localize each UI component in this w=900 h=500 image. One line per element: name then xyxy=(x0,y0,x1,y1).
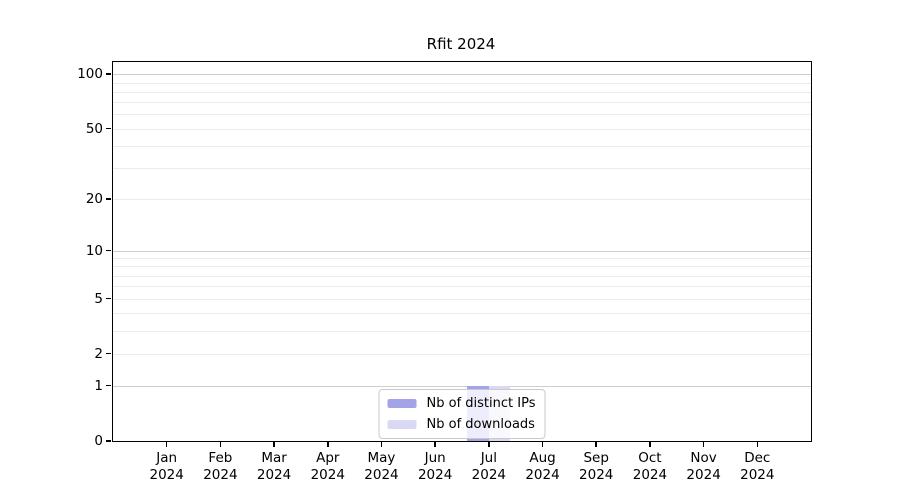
x-tick-label: Feb 2024 xyxy=(184,450,256,484)
x-tick-label-year: 2024 xyxy=(740,467,775,483)
y-tick-mark xyxy=(106,384,111,387)
x-tick-label-year: 2024 xyxy=(256,467,292,483)
x-tick-mark xyxy=(488,442,490,447)
y-gridline-major xyxy=(113,385,811,387)
y-gridline-minor xyxy=(113,102,811,104)
legend-label: Nb of distinct IPs xyxy=(426,396,536,411)
x-tick-label: Jan 2024 xyxy=(131,450,203,484)
x-tick-mark xyxy=(165,442,168,447)
y-gridline-minor xyxy=(113,330,811,332)
x-tick-label-month: Jul xyxy=(480,450,497,466)
legend-label: Nb of downloads xyxy=(426,417,535,432)
x-tick-label: Mar 2024 xyxy=(238,450,310,484)
x-tick-label-year: 2024 xyxy=(632,467,668,483)
y-gridline-minor xyxy=(113,168,811,170)
x-tick-label-month: Aug xyxy=(529,450,556,466)
y-tick-mark xyxy=(106,198,111,200)
x-tick-label-month: Dec xyxy=(744,450,771,466)
x-tick-label: Jul 2024 xyxy=(453,450,525,484)
x-tick-mark xyxy=(380,442,383,447)
y-gridline-major xyxy=(113,250,811,252)
y-gridline-minor xyxy=(113,286,811,288)
x-tick-label-month: Apr xyxy=(316,450,340,466)
y-tick-mark xyxy=(106,352,111,355)
x-tick-label: Aug 2024 xyxy=(507,450,579,484)
x-tick-label-year: 2024 xyxy=(525,467,560,483)
y-gridline-minor xyxy=(113,145,811,147)
y-tick-mark xyxy=(106,73,111,75)
y-gridline-minor xyxy=(113,353,811,355)
x-tick-label-month: May xyxy=(367,450,396,466)
y-gridline-minor xyxy=(113,275,811,277)
x-tick-label-year: 2024 xyxy=(579,467,614,483)
x-tick-mark xyxy=(756,442,759,447)
x-tick-label: May 2024 xyxy=(345,450,417,484)
y-tick-mark xyxy=(106,297,111,300)
x-tick-mark xyxy=(434,442,436,447)
x-tick-label-month: Jun xyxy=(424,450,446,466)
y-tick-label: 2 xyxy=(94,345,103,362)
legend-swatch xyxy=(387,399,417,408)
x-tick-mark xyxy=(595,442,597,447)
x-tick-label: Apr 2024 xyxy=(292,450,364,484)
x-tick-label-year: 2024 xyxy=(203,467,238,483)
y-gridline-minor xyxy=(113,266,811,268)
x-tick-mark xyxy=(649,442,651,447)
x-tick-label-year: 2024 xyxy=(471,467,507,483)
y-gridline-major xyxy=(113,74,811,76)
y-gridline-minor xyxy=(113,128,811,130)
x-tick-label-year: 2024 xyxy=(686,467,721,483)
y-gridline-minor xyxy=(113,114,811,116)
y-tick-label: 50 xyxy=(85,120,103,137)
y-gridline-minor xyxy=(113,258,811,260)
y-gridline-minor xyxy=(113,313,811,315)
plot-area: 100 50 20 10 5 2 1 0 Jan 2024 Feb 2024 Mar 2024 Apr 202… xyxy=(77,61,812,483)
y-tick-mark xyxy=(106,440,111,442)
x-tick-label-year: 2024 xyxy=(149,467,184,483)
legend-item: Nb of downloads xyxy=(387,417,536,432)
y-tick-label: 1 xyxy=(94,377,103,394)
y-tick-label: 0 xyxy=(94,433,103,449)
y-tick-mark xyxy=(106,249,111,251)
y-tick-label: 100 xyxy=(77,66,103,83)
x-tick-label: Jun 2024 xyxy=(399,450,471,484)
x-tick-label: Nov 2024 xyxy=(668,450,740,484)
x-tick-label-year: 2024 xyxy=(364,467,399,483)
x-tick-label-month: Nov xyxy=(690,450,717,466)
x-tick-label: Dec 2024 xyxy=(721,450,793,484)
x-tick-mark xyxy=(219,442,222,447)
x-tick-label-year: 2024 xyxy=(310,467,345,483)
x-tick-label-month: Sep xyxy=(583,450,609,466)
x-tick-label-month: Mar xyxy=(261,450,287,466)
x-tick-mark xyxy=(273,442,275,447)
legend: Nb of distinct IPs Nb of downloads xyxy=(378,389,546,439)
y-tick-label: 5 xyxy=(94,290,103,307)
chart-title: Rfit 2024 xyxy=(426,35,496,53)
x-tick-mark xyxy=(702,442,705,447)
x-tick-label-month: Feb xyxy=(208,450,233,466)
x-tick-label-month: Oct xyxy=(638,450,662,466)
y-tick-label: 10 xyxy=(85,242,103,259)
x-tick-label: Sep 2024 xyxy=(560,450,632,484)
x-tick-label: Oct 2024 xyxy=(614,450,686,484)
y-gridline-minor xyxy=(113,82,811,84)
y-gridline-minor xyxy=(113,91,811,93)
y-gridline-minor xyxy=(113,298,811,300)
legend-swatch xyxy=(387,420,417,429)
x-tick-mark xyxy=(541,442,544,447)
y-tick-mark xyxy=(106,127,111,130)
x-tick-label-month: Jan xyxy=(156,450,178,466)
y-tick-label: 20 xyxy=(85,191,103,208)
legend-item: Nb of distinct IPs xyxy=(387,396,536,411)
x-tick-label-year: 2024 xyxy=(417,467,453,483)
y-gridline-minor xyxy=(113,199,811,201)
x-tick-mark xyxy=(327,442,329,447)
